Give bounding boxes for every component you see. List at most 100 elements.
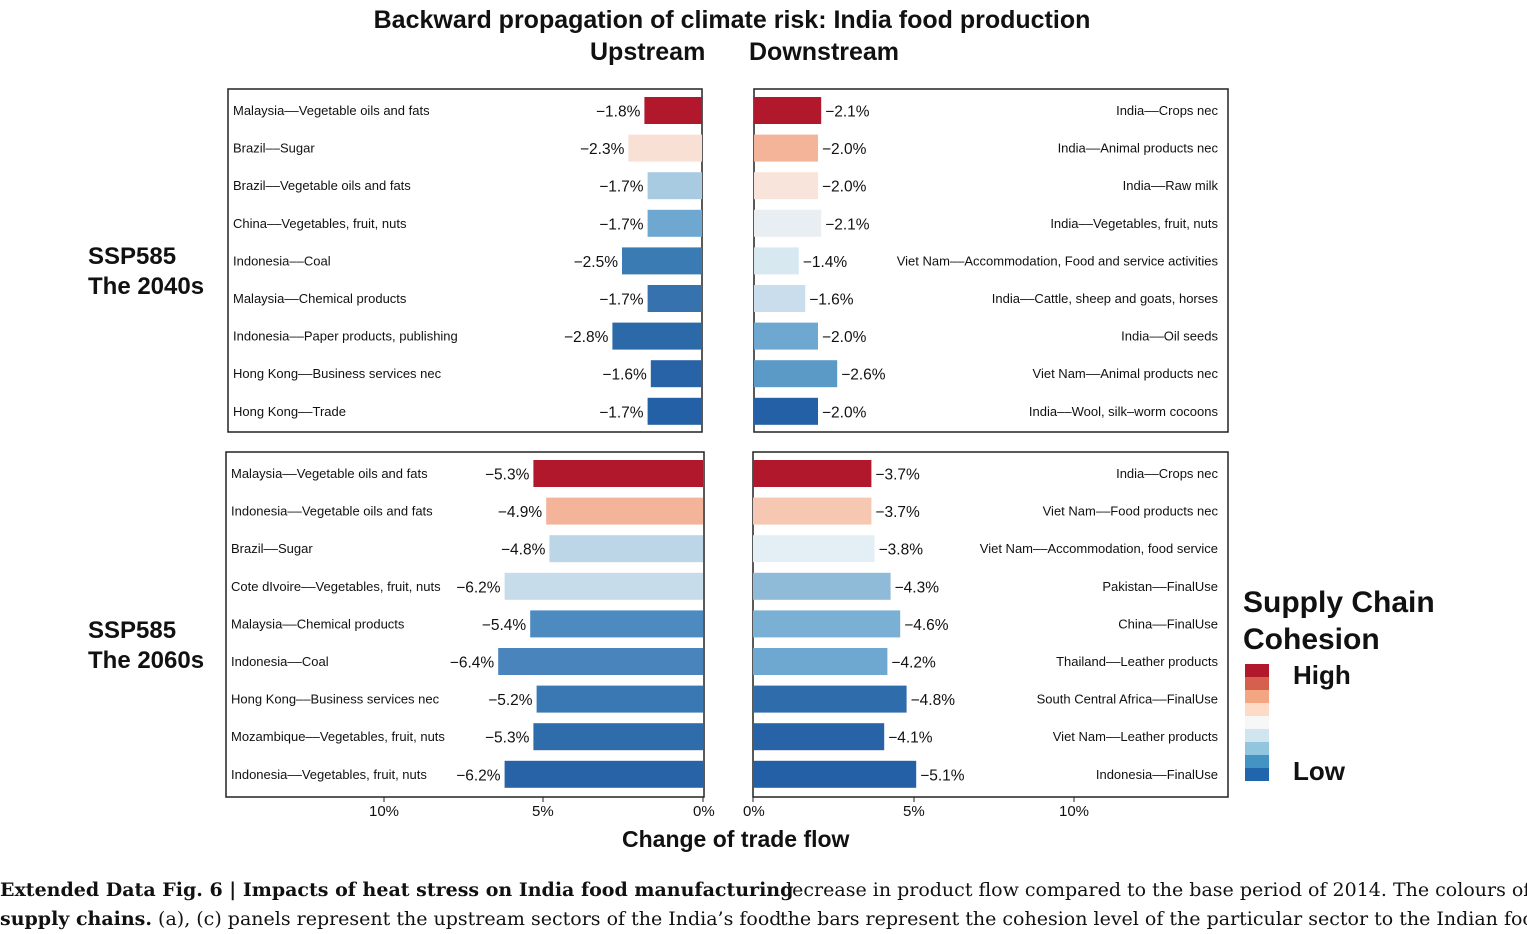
bar-upstream-2040s-5 <box>647 285 702 312</box>
legend-colorbar <box>1245 664 1269 781</box>
bar-downstream-2040s-7 <box>754 360 838 388</box>
value-label-downstream-2060s-4: −4.6% <box>904 617 949 634</box>
value-label-upstream-2060s-4: −5.4% <box>482 617 527 634</box>
bar-downstream-2060s-5 <box>753 648 888 675</box>
value-label-downstream-2060s-2: −3.8% <box>879 542 924 559</box>
legend-title-line2: Cohesion <box>1243 623 1380 656</box>
category-label-upstream-2040s-8: Hong Kong––Trade <box>233 404 346 419</box>
category-label-upstream-2060s-7: Mozambique––Vegetables, fruit, nuts <box>231 729 445 744</box>
legend-title: Supply Chain Cohesion <box>1243 584 1435 658</box>
bar-upstream-2060s-1 <box>546 497 703 525</box>
legend-swatch-4 <box>1245 716 1269 729</box>
bar-upstream-2060s-2 <box>549 535 703 563</box>
value-label-upstream-2040s-8: −1.7% <box>599 404 644 421</box>
value-label-downstream-2060s-8: −5.1% <box>920 767 965 784</box>
bar-downstream-2060s-4 <box>753 610 901 638</box>
upstream-header: Upstream <box>590 38 706 66</box>
category-label-downstream-2040s-5: India––Cattle, sheep and goats, horses <box>992 291 1219 306</box>
category-label-downstream-2040s-2: India––Raw milk <box>1123 178 1219 193</box>
tick-upstream-5: 5% <box>532 803 554 820</box>
category-label-downstream-2060s-5: Thailand––Leather products <box>1056 654 1218 669</box>
legend-swatch-5 <box>1245 729 1269 742</box>
legend-title-line1: Supply Chain <box>1243 586 1435 619</box>
panel-frame-upstream-2060s <box>225 451 705 798</box>
category-label-downstream-2040s-1: India––Animal products nec <box>1058 141 1219 156</box>
value-label-upstream-2060s-0: −5.3% <box>485 467 530 484</box>
bar-upstream-2060s-7 <box>533 723 703 751</box>
category-label-downstream-2060s-7: Viet Nam––Leather products <box>1053 729 1219 744</box>
category-label-downstream-2060s-8: Indonesia––FinalUse <box>1096 767 1218 782</box>
bar-upstream-2040s-6 <box>612 322 702 350</box>
value-label-downstream-2060s-0: −3.7% <box>875 467 920 484</box>
bar-downstream-2040s-5 <box>754 285 806 312</box>
row-label-2060s-scenario: SSP585 <box>88 617 177 644</box>
bar-upstream-2060s-0 <box>533 460 703 487</box>
row-label-2040s-scenario: SSP585 <box>88 243 177 270</box>
bar-upstream-2040s-0 <box>644 97 702 124</box>
value-label-upstream-2040s-2: −1.7% <box>599 179 644 196</box>
legend-swatch-0 <box>1245 664 1269 677</box>
value-label-downstream-2040s-2: −2.0% <box>822 179 867 196</box>
category-label-downstream-2060s-6: South Central Africa––FinalUse <box>1037 692 1218 707</box>
caption-left-line2-bold: supply chains. <box>0 908 152 930</box>
legend-low-label: Low <box>1293 756 1345 786</box>
value-label-downstream-2040s-7: −2.6% <box>841 367 886 384</box>
bar-upstream-2040s-8 <box>647 397 702 425</box>
bar-downstream-2040s-1 <box>754 134 818 162</box>
value-label-upstream-2060s-3: −6.2% <box>456 579 501 596</box>
bar-upstream-2040s-3 <box>647 209 702 237</box>
category-label-downstream-2040s-4: Viet Nam––Accommodation, Food and servic… <box>897 253 1219 268</box>
category-label-upstream-2060s-2: Brazil––Sugar <box>231 541 313 556</box>
bar-downstream-2040s-4 <box>754 247 799 275</box>
caption-left-line2: (a), (c) panels represent the upstream s… <box>152 908 782 930</box>
category-label-upstream-2060s-1: Indonesia––Vegetable oils and fats <box>231 504 433 519</box>
bar-upstream-2060s-4 <box>530 610 703 638</box>
category-label-downstream-2040s-7: Viet Nam––Animal products nec <box>1033 366 1219 381</box>
value-label-downstream-2060s-5: −4.2% <box>891 655 936 672</box>
category-label-upstream-2040s-1: Brazil––Sugar <box>233 141 315 156</box>
value-label-downstream-2040s-6: −2.0% <box>822 329 867 346</box>
x-axis-label: Change of trade flow <box>622 826 850 852</box>
legend-swatch-3 <box>1245 703 1269 716</box>
category-label-upstream-2060s-6: Hong Kong––Business services nec <box>231 692 440 707</box>
chart-area: −1.8% Malaysia––Vegetable oils and fats −2… <box>225 88 1229 802</box>
bar-upstream-2040s-2 <box>647 172 702 200</box>
value-label-upstream-2040s-5: −1.7% <box>599 292 644 309</box>
category-label-upstream-2040s-2: Brazil––Vegetable oils and fats <box>233 178 411 193</box>
category-label-upstream-2060s-0: Malaysia––Vegetable oils and fats <box>231 466 428 481</box>
bar-downstream-2040s-8 <box>754 397 818 425</box>
value-label-upstream-2040s-4: −2.5% <box>574 254 619 271</box>
value-label-upstream-2040s-6: −2.8% <box>564 329 609 346</box>
row-label-2040s: SSP585 The 2040s <box>88 242 204 302</box>
value-label-downstream-2040s-8: −2.0% <box>822 404 867 421</box>
value-label-downstream-2060s-6: −4.8% <box>911 692 956 709</box>
caption-right-line2: the bars represent the cohesion level of… <box>780 908 1527 930</box>
value-label-upstream-2040s-0: −1.8% <box>596 104 641 121</box>
bar-downstream-2060s-7 <box>753 723 885 751</box>
value-label-downstream-2040s-5: −1.6% <box>809 292 854 309</box>
value-label-upstream-2040s-3: −1.7% <box>599 216 644 233</box>
caption-right-line1: decrease in product flow compared to the… <box>780 879 1527 901</box>
bar-upstream-2040s-4 <box>622 247 702 275</box>
category-label-downstream-2060s-0: India––Crops nec <box>1116 466 1218 481</box>
value-label-upstream-2060s-1: −4.9% <box>498 504 543 521</box>
category-label-downstream-2040s-8: India––Wool, silk–worm cocoons <box>1029 404 1219 419</box>
category-label-downstream-2040s-0: India––Crops nec <box>1116 103 1218 118</box>
legend-swatch-1 <box>1245 677 1269 690</box>
bar-downstream-2040s-6 <box>754 322 818 350</box>
value-label-upstream-2060s-5: −6.4% <box>450 655 495 672</box>
bar-downstream-2060s-3 <box>753 572 891 600</box>
value-label-downstream-2060s-3: −4.3% <box>895 579 940 596</box>
bar-upstream-2060s-8 <box>504 760 703 788</box>
legend-swatch-2 <box>1245 690 1269 703</box>
value-label-downstream-2040s-1: −2.0% <box>822 141 867 158</box>
bar-upstream-2060s-3 <box>504 572 703 600</box>
category-label-upstream-2040s-7: Hong Kong––Business services nec <box>233 366 442 381</box>
tick-upstream-10: 10% <box>369 803 400 820</box>
bar-downstream-2040s-0 <box>754 97 822 124</box>
bar-downstream-2040s-3 <box>754 209 822 237</box>
category-label-downstream-2060s-1: Viet Nam––Food products nec <box>1043 504 1219 519</box>
category-label-downstream-2060s-3: Pakistan––FinalUse <box>1102 579 1218 594</box>
bar-downstream-2060s-6 <box>753 685 907 713</box>
caption-left: Extended Data Fig. 6 | Impacts of heat s… <box>0 876 793 934</box>
